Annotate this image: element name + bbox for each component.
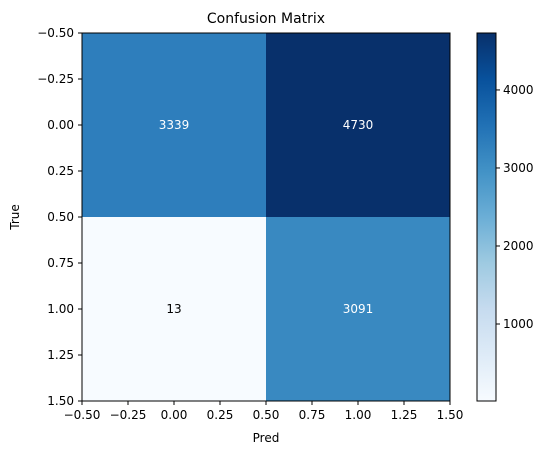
x-axis-ticks: −0.50 −0.25 0.00 0.25 0.50 0.75 1.00 1.25 1.50 (64, 401, 464, 422)
colorbar-tick-label: 1000 (503, 317, 534, 331)
colorbar-tick-label: 4000 (503, 83, 534, 97)
cell-value-label: 13 (166, 302, 181, 316)
x-tick-label: 1.50 (437, 408, 464, 422)
y-tick-label: 1.25 (47, 348, 74, 362)
chart-title: Confusion Matrix (207, 11, 325, 27)
y-axis-label: True (8, 204, 22, 231)
x-tick-label: 0.50 (253, 408, 280, 422)
y-tick-label: 1.00 (47, 302, 74, 316)
colorbar-tick-label: 3000 (503, 161, 534, 175)
x-tick-label: −0.25 (110, 408, 147, 422)
x-tick-label: 1.25 (391, 408, 418, 422)
cell-value-label: 3091 (343, 302, 374, 316)
x-axis-label: Pred (253, 431, 280, 445)
y-tick-label: 0.00 (47, 118, 74, 132)
y-tick-label: 1.50 (47, 394, 74, 408)
x-tick-label: 1.00 (345, 408, 372, 422)
x-tick-label: −0.50 (64, 408, 101, 422)
heatmap-cells (82, 33, 450, 401)
y-tick-label: 0.75 (47, 256, 74, 270)
cell-value-label: 4730 (343, 118, 374, 132)
y-axis-ticks: −0.50 −0.25 0.00 0.25 0.50 0.75 1.00 1.25 1.50 (37, 26, 82, 408)
colorbar-tick-label: 2000 (503, 239, 534, 253)
y-tick-label: 0.25 (47, 164, 74, 178)
cell-value-label: 3339 (159, 118, 190, 132)
y-tick-label: 0.50 (47, 210, 74, 224)
colorbar-ticks: 1000 2000 3000 4000 (496, 83, 534, 331)
x-tick-label: 0.75 (299, 408, 326, 422)
y-tick-label: −0.25 (37, 72, 74, 86)
colorbar (477, 33, 496, 401)
y-tick-label: −0.50 (37, 26, 74, 40)
x-tick-label: 0.00 (161, 408, 188, 422)
x-tick-label: 0.25 (207, 408, 234, 422)
